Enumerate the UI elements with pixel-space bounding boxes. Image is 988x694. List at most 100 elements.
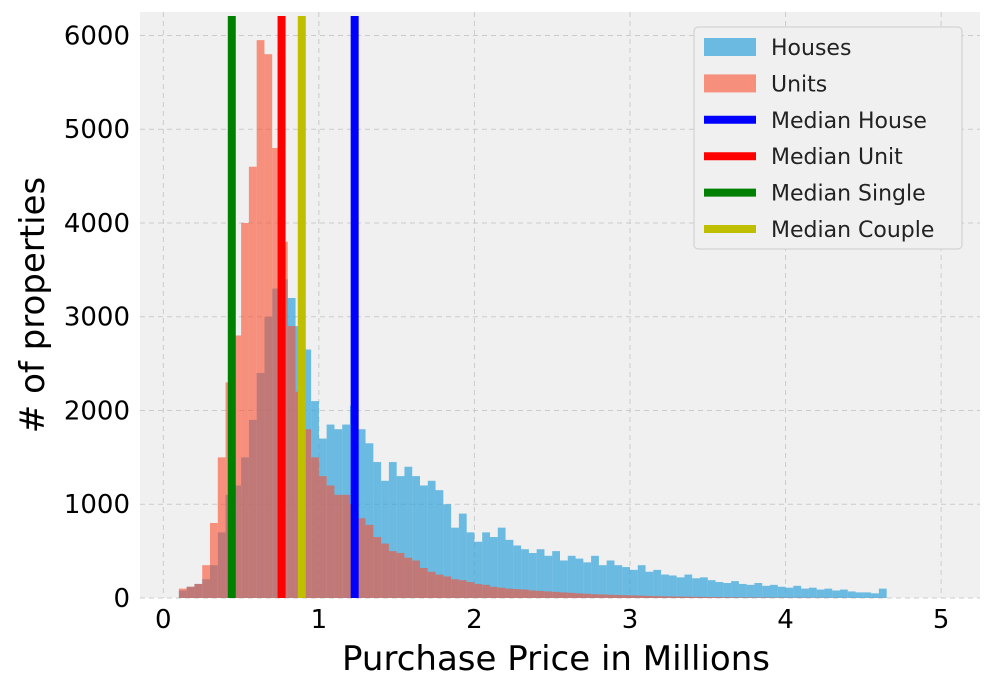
x-tick-label-4: 4 [777,605,794,635]
bar-houses-41 [498,528,506,598]
bar-houses-82 [817,590,825,598]
bar-houses-48 [552,551,560,598]
bar-units-10 [257,40,265,598]
bar-units-3 [202,565,210,598]
bar-houses-71 [731,581,739,598]
bar-units-30 [412,560,420,598]
bar-houses-77 [778,587,786,598]
bar-units-38 [474,584,482,598]
y-tick-label-5: 5000 [64,115,130,145]
legend-label-houses: Houses [771,36,851,61]
bar-units-59 [638,596,646,598]
bar-units-36 [459,580,467,598]
bar-houses-62 [661,575,669,598]
bar-units-41 [498,588,506,598]
bar-houses-80 [801,589,809,598]
bar-units-50 [568,593,576,598]
bar-units-52 [583,594,591,598]
bar-houses-84 [832,590,840,598]
bar-units-35 [451,579,459,598]
bar-houses-68 [708,580,716,598]
bar-units-66 [692,597,700,598]
bar-houses-75 [762,586,770,598]
legend-label-median-house: Median House [771,109,927,134]
x-tick-label-2: 2 [466,605,483,635]
bar-houses-64 [677,577,685,598]
bar-units-17 [311,457,319,598]
legend-label-median-couple: Median Couple [771,218,934,243]
bar-houses-55 [607,560,615,598]
bar-houses-56 [614,565,622,598]
bar-units-1 [187,587,195,598]
bar-units-11 [264,54,272,598]
bar-units-70 [723,597,731,598]
bar-houses-57 [622,567,630,598]
bar-units-64 [677,597,685,598]
y-tick-label-0: 0 [113,584,130,614]
bar-houses-52 [583,562,591,598]
bar-units-43 [513,589,521,598]
bar-houses-54 [599,565,607,598]
bar-units-33 [436,575,444,598]
bar-units-5 [218,457,226,598]
bar-units-21 [342,495,350,598]
bar-units-37 [467,582,475,598]
bar-houses-87 [856,592,864,598]
bar-units-58 [630,595,638,598]
y-tick-label-1: 1000 [64,490,130,520]
bar-houses-73 [747,585,755,598]
bar-units-45 [529,590,537,598]
legend-label-median-unit: Median Unit [771,145,903,170]
bar-houses-70 [723,583,731,598]
bar-units-54 [599,594,607,598]
bar-units-9 [249,167,257,598]
bar-units-46 [537,591,545,598]
bar-units-55 [607,595,615,598]
bar-units-65 [684,597,692,598]
legend-label-median-single: Median Single [771,182,926,207]
bar-units-39 [482,585,490,598]
legend-swatch-units [704,74,756,92]
bar-units-51 [576,593,584,598]
bar-houses-58 [630,570,638,598]
bar-houses-46 [537,549,545,598]
bar-houses-50 [568,556,576,598]
bar-houses-59 [638,565,646,598]
bar-units-0 [179,589,187,598]
bar-units-44 [521,590,529,598]
bar-units-73 [747,597,755,598]
y-tick-label-6: 6000 [64,21,130,51]
bar-houses-76 [770,585,778,598]
bar-units-2 [194,584,202,598]
x-tick-label-1: 1 [311,605,328,635]
bar-units-4 [210,523,218,598]
bar-units-29 [404,558,412,598]
bar-units-40 [490,587,498,598]
bar-units-42 [506,589,514,598]
x-axis-label: Purchase Price in Millions [342,639,770,679]
bar-units-31 [420,568,428,598]
y-tick-label-2: 2000 [64,396,130,426]
bar-houses-65 [684,575,692,598]
bar-houses-90 [879,589,887,598]
bar-units-67 [700,597,708,598]
bar-units-61 [653,596,661,598]
bar-houses-63 [669,575,677,598]
bar-houses-86 [848,591,856,598]
bar-houses-88 [863,592,871,598]
bar-houses-66 [692,578,700,598]
bar-units-34 [443,576,451,598]
bar-units-49 [560,592,568,598]
bar-units-23 [358,518,366,598]
bar-houses-53 [591,556,599,598]
y-tick-label-3: 3000 [64,303,130,333]
bar-units-24 [366,525,374,598]
bar-units-14 [288,326,296,598]
bar-houses-61 [653,570,661,598]
bar-units-20 [334,495,342,598]
x-tick-label-5: 5 [933,605,950,635]
